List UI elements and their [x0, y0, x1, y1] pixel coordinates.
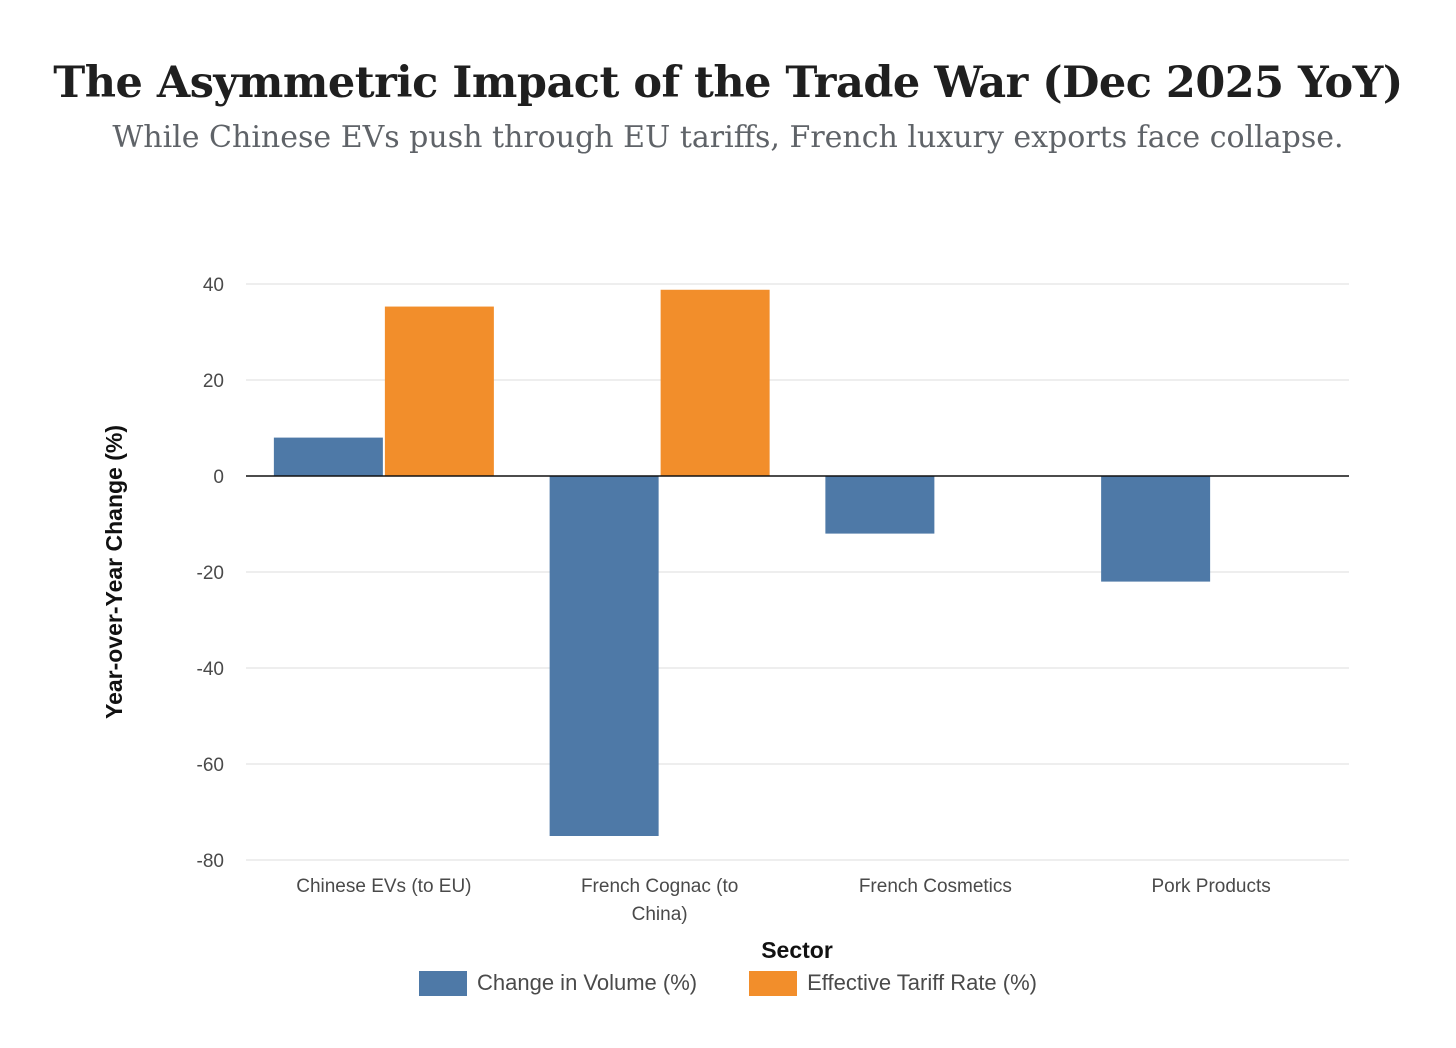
y-tick-label: -40 — [197, 659, 224, 680]
legend: Change in Volume (%) Effective Tariff Ra… — [0, 970, 1456, 996]
legend-swatch-tariff — [749, 970, 798, 996]
bar-tariff-0[interactable] — [384, 306, 494, 476]
y-tick-label: -60 — [197, 755, 224, 776]
legend-item-volume[interactable]: Change in Volume (%) — [419, 970, 697, 996]
x-tick-label-line: French Cognac (to — [581, 876, 738, 897]
bar-volume-1[interactable] — [549, 476, 659, 836]
x-tick-label: Pork Products — [1151, 876, 1270, 897]
legend-item-tariff[interactable]: Effective Tariff Rate (%) — [749, 970, 1037, 996]
x-tick-label-line: Pork Products — [1151, 876, 1270, 897]
bars — [273, 289, 1211, 836]
bar-volume-3[interactable] — [1101, 476, 1211, 582]
x-tick-labels: Chinese EVs (to EU) French Cognac (to Chin… — [296, 876, 1271, 925]
y-axis-title: Year-over-Year Change (%) — [101, 425, 127, 719]
x-tick-label: French Cognac (to China) — [581, 876, 738, 925]
legend-label-tariff: Effective Tariff Rate (%) — [807, 970, 1037, 995]
bar-tariff-1[interactable] — [660, 289, 770, 476]
x-tick-label-line: Chinese EVs (to EU) — [296, 876, 471, 897]
y-tick-label: -80 — [197, 851, 224, 872]
y-tick-labels: 40 20 0 -20 -40 -60 -80 — [197, 275, 224, 872]
x-tick-label: Chinese EVs (to EU) — [296, 876, 471, 897]
x-tick-label-line: China) — [632, 904, 688, 925]
bar-volume-0[interactable] — [273, 437, 383, 476]
y-tick-label: -20 — [197, 563, 224, 584]
chart-title: The Asymmetric Impact of the Trade War (… — [53, 58, 1403, 108]
x-tick-label-line: French Cosmetics — [859, 876, 1012, 897]
legend-swatch-volume — [419, 970, 467, 996]
x-axis-title: Sector — [761, 937, 833, 963]
legend-label-volume: Change in Volume (%) — [477, 970, 698, 995]
chart-subtitle: While Chinese EVs push through EU tariff… — [112, 120, 1344, 155]
y-tick-label: 40 — [203, 275, 224, 296]
y-tick-label: 20 — [203, 371, 224, 392]
x-tick-label: French Cosmetics — [859, 876, 1012, 897]
y-tick-label: 0 — [213, 467, 224, 488]
bar-volume-2[interactable] — [825, 476, 935, 534]
